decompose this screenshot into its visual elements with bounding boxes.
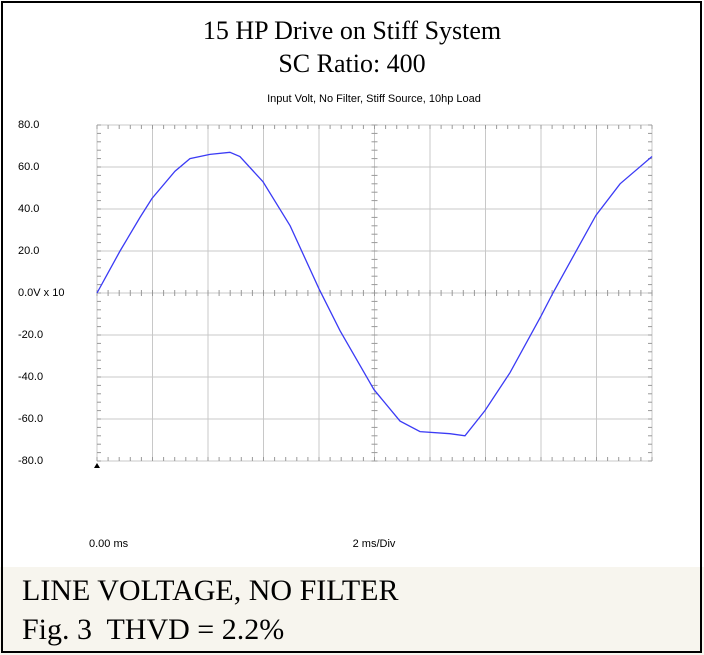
plot-title: Input Volt, No Filter, Stiff Source, 10h… xyxy=(267,93,481,105)
y-tick-label: 60.0 xyxy=(18,161,39,173)
caption-line: Fig. 3 THVD = 2.2% xyxy=(22,613,284,646)
x-tick-mark xyxy=(94,463,100,468)
y-tick-label: -20.0 xyxy=(18,329,43,341)
y-tick-label: 40.0 xyxy=(18,203,39,215)
x-axis-label: 2 ms/Div xyxy=(353,538,396,550)
y-tick-label: 20.0 xyxy=(18,245,39,257)
chart-title: 15 HP Drive on Stiff System xyxy=(203,16,501,45)
y-tick-label: 0.0V x 10 xyxy=(18,287,64,299)
x-tick-label: 0.00 ms xyxy=(89,538,129,550)
chart-subtitle: SC Ratio: 400 xyxy=(278,49,425,78)
y-tick-label: -40.0 xyxy=(18,371,43,383)
caption-line: LINE VOLTAGE, NO FILTER xyxy=(22,574,398,607)
waveform xyxy=(96,151,653,437)
caption-background xyxy=(0,567,704,655)
y-tick-label: -60.0 xyxy=(18,413,43,425)
y-tick-label: -80.0 xyxy=(18,455,43,467)
y-tick-label: 80.0 xyxy=(18,119,39,131)
